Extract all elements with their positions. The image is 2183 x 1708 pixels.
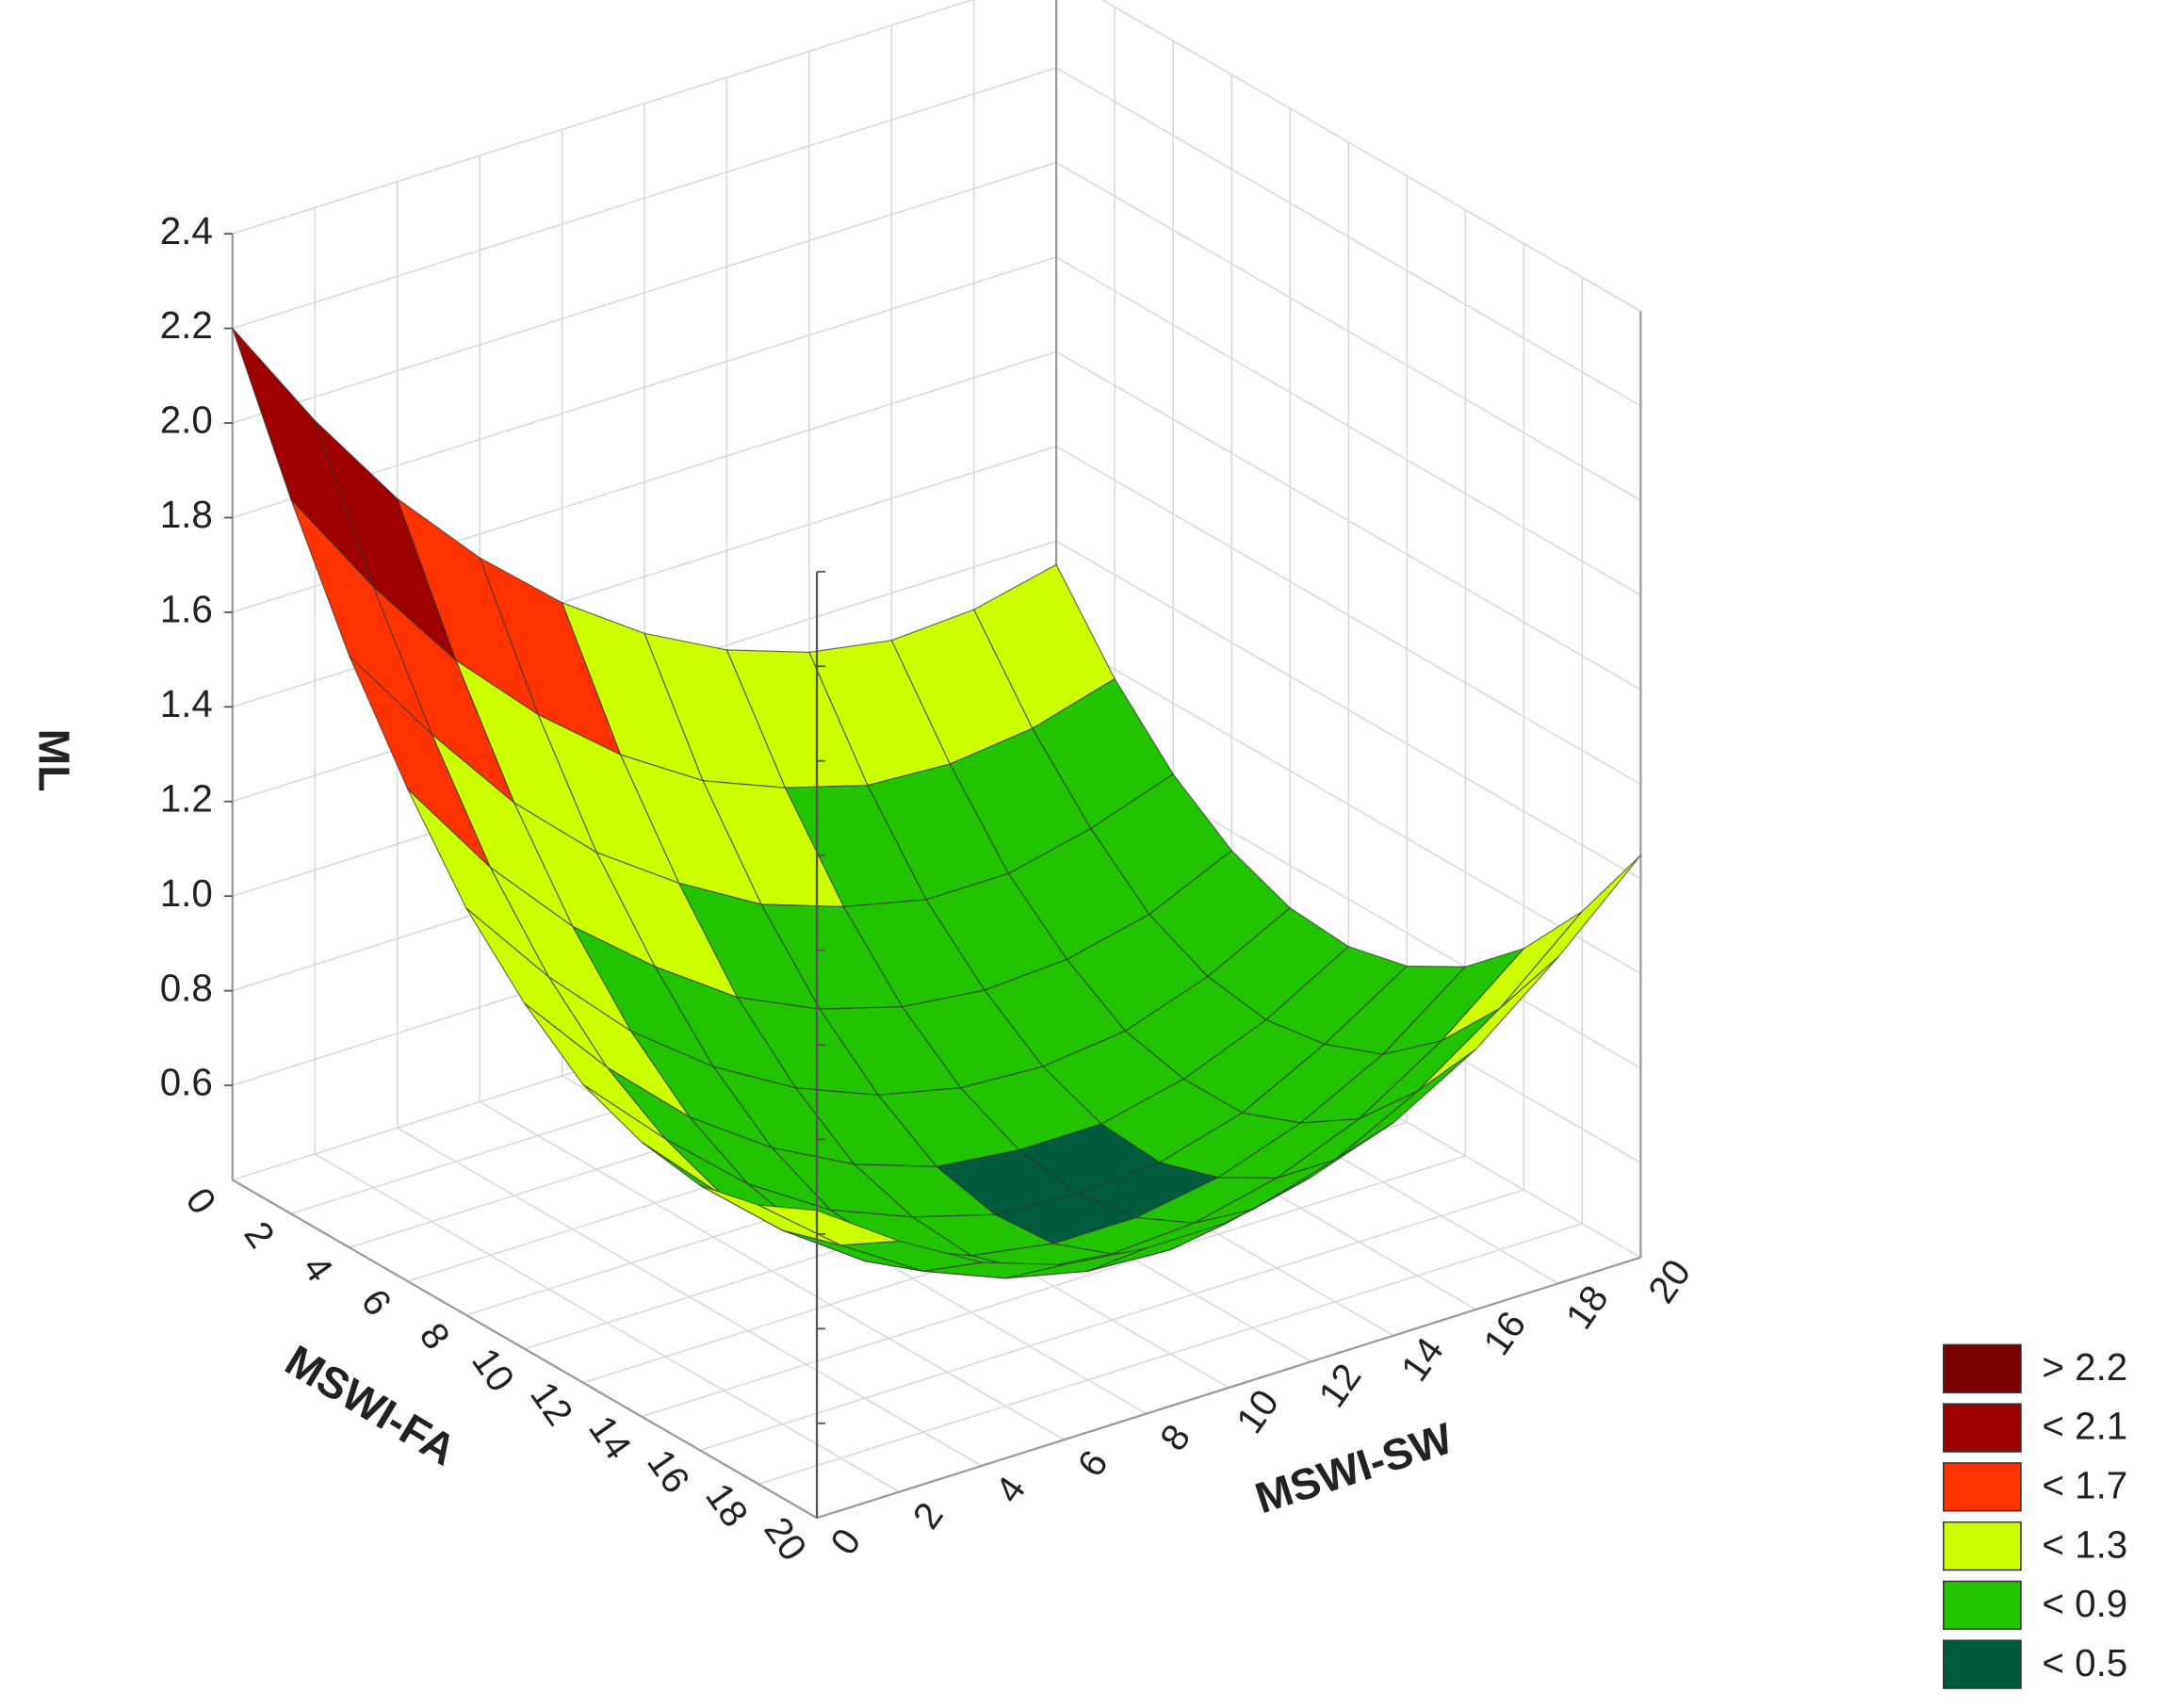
- y-tick-label: 8: [1151, 1416, 1199, 1458]
- z-tick-label: 2.0: [160, 399, 213, 442]
- wall-grid-line: [1055, 67, 1641, 407]
- surface-cell: [758, 1204, 900, 1246]
- wall-grid-line: [232, 67, 1057, 330]
- z-tick-label: 1.8: [160, 493, 213, 536]
- x-tick-label: 12: [522, 1374, 581, 1433]
- z-tick-label: 0.8: [160, 966, 213, 1009]
- x-tick-label: 6: [352, 1281, 400, 1324]
- legend-label: < 0.9: [2042, 1582, 2127, 1625]
- y-tick-label: 12: [1310, 1356, 1369, 1415]
- y-tick-label: 6: [1068, 1442, 1116, 1485]
- x-axis-title: MSWI-FA: [277, 1335, 464, 1474]
- y-tick-label: 14: [1393, 1329, 1452, 1389]
- wall-grid-line: [1055, 540, 1641, 880]
- x-tick-label: 10: [464, 1340, 523, 1399]
- wall-grid-line: [1055, 635, 1641, 975]
- x-tick-label: 16: [639, 1441, 698, 1501]
- y-tick-label: 16: [1474, 1303, 1534, 1362]
- legend-label: > 2.2: [2042, 1345, 2127, 1389]
- z-axis-title: ML: [30, 729, 79, 792]
- legend-label: < 1.7: [2042, 1463, 2127, 1506]
- y-tick-label: 0: [822, 1521, 870, 1563]
- x-tick-label: 20: [756, 1509, 815, 1569]
- x-tick-label: 2: [236, 1213, 284, 1256]
- floor-grid-line: [397, 1127, 983, 1467]
- y-tick-label: 4: [986, 1469, 1034, 1511]
- wall-grid-line: [1055, 446, 1641, 786]
- x-tick-label: 0: [177, 1179, 225, 1222]
- z-tick-label: 1.4: [160, 682, 213, 725]
- y-tick-label: 2: [904, 1494, 952, 1537]
- y-axis-title: MSWI-SW: [1249, 1413, 1458, 1522]
- wall-grid-line: [1100, 0, 1641, 312]
- floor-grid-line: [314, 1153, 900, 1493]
- legend-swatch: [1943, 1580, 2022, 1631]
- z-tick-label: 1.6: [160, 588, 213, 631]
- legend-swatch: [1943, 1639, 2022, 1689]
- floor-grid-line: [479, 1100, 1065, 1440]
- x-tick-label: 18: [697, 1475, 757, 1535]
- legend-swatch: [1943, 1521, 2022, 1571]
- wall-grid-line: [232, 0, 974, 235]
- legend-label: < 1.3: [2042, 1522, 2127, 1566]
- x-tick-label: 8: [411, 1315, 459, 1358]
- x-tick-label: 14: [580, 1407, 640, 1467]
- wall-grid-line: [1055, 161, 1641, 501]
- wall-grid-line: [1055, 350, 1641, 691]
- box-edge: [816, 1256, 1641, 1520]
- y-tick-label: 10: [1228, 1381, 1287, 1440]
- wall-grid-line: [232, 161, 1057, 424]
- legend-swatch: [1943, 1403, 2022, 1453]
- z-tick-label: 1.0: [160, 871, 213, 915]
- legend-label: < 0.5: [2042, 1641, 2127, 1684]
- z-tick-label: 0.6: [160, 1061, 213, 1104]
- y-tick-label: 18: [1556, 1277, 1616, 1337]
- legend-label: < 2.1: [2042, 1405, 2127, 1448]
- box-edge: [232, 1179, 818, 1520]
- x-tick-label: 4: [294, 1247, 342, 1290]
- legend-swatch: [1943, 1343, 2022, 1393]
- legend-swatch: [1943, 1462, 2022, 1512]
- wall-grid-line: [1055, 256, 1641, 596]
- z-tick-label: 2.2: [160, 303, 213, 347]
- z-tick-label: 1.2: [160, 776, 213, 820]
- surface-cell: [1499, 854, 1641, 1009]
- y-tick-label: 20: [1639, 1251, 1699, 1310]
- z-tick-label: 2.4: [160, 209, 213, 252]
